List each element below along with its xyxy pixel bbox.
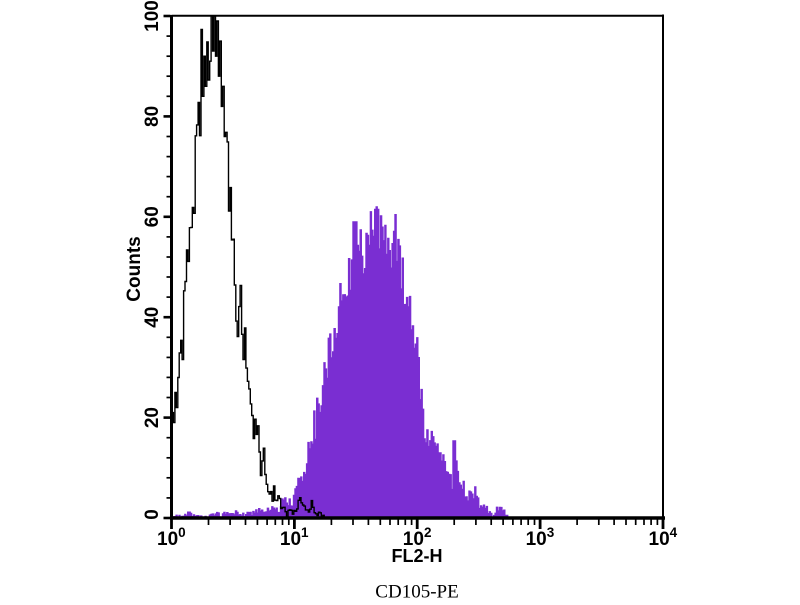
svg-text:0: 0: [142, 509, 163, 520]
svg-text:Counts: Counts: [124, 236, 145, 301]
svg-text:80: 80: [142, 106, 163, 127]
svg-text:40: 40: [142, 307, 163, 328]
svg-text:20: 20: [142, 407, 163, 428]
svg-text:CD105-PE: CD105-PE: [375, 582, 458, 601]
svg-text:FL2-H: FL2-H: [392, 546, 443, 566]
svg-text:60: 60: [142, 206, 163, 227]
svg-text:100: 100: [142, 0, 163, 32]
